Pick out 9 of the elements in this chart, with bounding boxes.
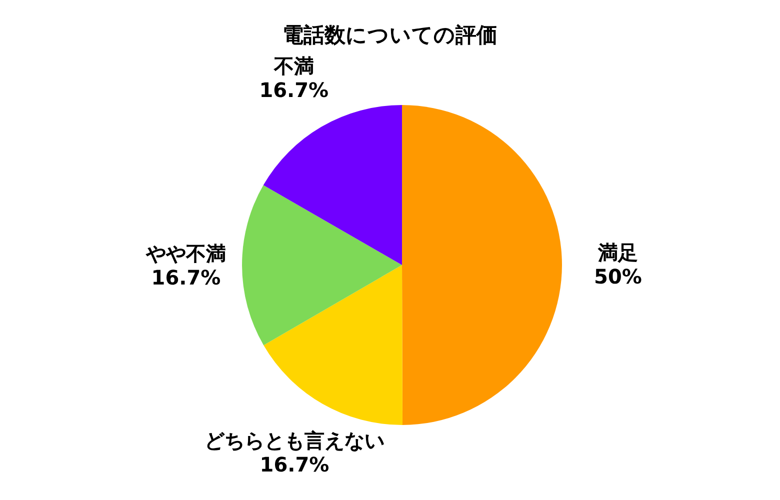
data-label: 16.7%	[151, 265, 221, 290]
slice-label: 不満	[272, 54, 314, 78]
data-label: 50%	[594, 264, 642, 289]
chart-title: 電話数についての評価	[282, 23, 498, 47]
slice-label: やや不満	[145, 241, 226, 266]
data-label: 16.7%	[260, 452, 330, 476]
slice-label: 満足	[597, 240, 638, 265]
data-label: 16.7%	[259, 78, 329, 102]
slice-label: どちらとも言えない	[204, 428, 384, 452]
